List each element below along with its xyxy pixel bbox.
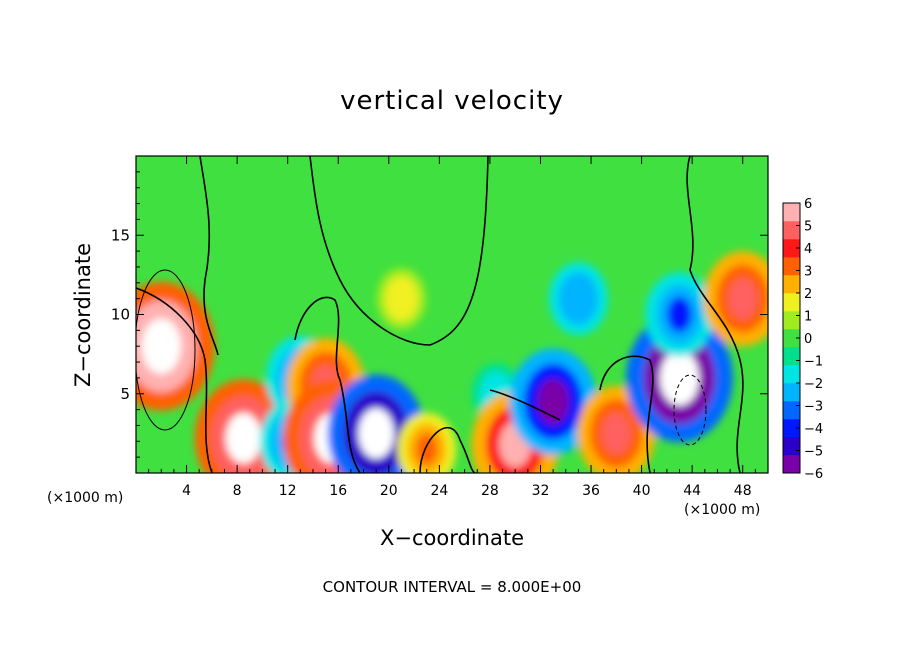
zero-contour-left-top (199, 156, 219, 356)
zero-contour-mid (294, 296, 361, 473)
colorbar-swatch (783, 347, 800, 366)
zero-contour-right2 (599, 355, 654, 473)
colorbar-swatch (783, 203, 800, 222)
velocity-blob-core (728, 278, 758, 320)
zero-contour-center (309, 156, 489, 346)
colorbar-tick-label: −5 (804, 445, 823, 460)
velocity-blob-core (358, 408, 394, 459)
x-tick-label: 32 (532, 483, 550, 499)
colorbar-tick-label: 5 (804, 220, 812, 235)
y-axis-title: Z−coordinate (71, 243, 95, 387)
x-tick-label: 28 (481, 483, 499, 499)
contour-lines (136, 156, 744, 473)
y-tick-label: 15 (111, 226, 130, 244)
velocity-blob-core (392, 285, 411, 312)
colorbar-tick-label: −3 (804, 400, 823, 415)
colorbar-swatch (783, 221, 800, 240)
velocity-blob-core (567, 283, 590, 315)
y-tick-marks (136, 171, 768, 458)
x-tick-label: 36 (582, 483, 600, 499)
x-axis-title: X−coordinate (380, 526, 524, 550)
x-tick-label: 20 (380, 483, 398, 499)
colorbar-labels: 6 5 4 3 2 1 0 −1 −2 −3 −4 −5 −6 (804, 197, 823, 482)
colorbar-tick-label: −2 (804, 377, 823, 392)
y-tick-labels: 5 10 15 (111, 226, 130, 403)
zero-contour-right3 (489, 389, 561, 421)
plot-field (136, 156, 768, 473)
x-tick-label: 8 (233, 483, 242, 499)
colorbar-tick-label: 6 (804, 197, 812, 212)
colorbar-swatch (783, 419, 800, 438)
colorbar-tick-label: −4 (804, 422, 823, 437)
colorbar-swatch (783, 383, 800, 402)
x-tick-labels: 4 8 12 16 20 24 28 32 36 40 44 48 (182, 483, 752, 499)
colorbar-tick-label: 3 (804, 265, 812, 280)
colorbar-tick-label: 4 (804, 242, 812, 257)
y-tick-label: 5 (120, 385, 130, 403)
colorbar-swatch (783, 239, 800, 258)
velocity-blobs (136, 251, 768, 473)
x-tick-label: 48 (734, 483, 752, 499)
chart-title: vertical velocity (340, 86, 564, 116)
x-tick-label: 40 (633, 483, 651, 499)
colorbar-tick-label: −1 (804, 355, 823, 370)
x-unit-label-left: (×1000 m) (47, 490, 124, 506)
colorbar-tick-label: 1 (804, 310, 812, 325)
colorbar-swatch (783, 293, 800, 312)
colorbar (782, 202, 801, 474)
thin-contour-updraft (136, 269, 196, 431)
x-tick-label: 24 (430, 483, 448, 499)
colorbar-swatch (783, 455, 800, 474)
colorbar-swatch (783, 401, 800, 420)
colorbar-swatch (783, 275, 800, 294)
y-tick-label: 10 (111, 306, 130, 324)
colorbar-tick-label: −6 (804, 467, 823, 482)
x-tick-marks (148, 156, 756, 473)
colorbar-swatch (783, 311, 800, 330)
velocity-blob-core (666, 296, 693, 333)
velocity-blob-core (537, 378, 570, 425)
colorbar-swatch (783, 437, 800, 456)
zero-contour-right (686, 156, 744, 473)
x-tick-label: 4 (182, 483, 191, 499)
colorbar-swatch (783, 257, 800, 276)
x-tick-label: 16 (329, 483, 347, 499)
colorbar-tick-label: 2 (804, 287, 812, 302)
zero-contour-mid2 (419, 426, 476, 473)
x-unit-label-right: (×1000 m) (684, 502, 761, 518)
x-tick-label: 44 (683, 483, 701, 499)
velocity-blob-core (415, 433, 438, 465)
colorbar-swatch (783, 329, 800, 348)
x-tick-label: 12 (279, 483, 297, 499)
velocity-blob-core (659, 350, 700, 406)
colorbar-swatch (783, 365, 800, 384)
contour-interval-note: CONTOUR INTERVAL = 8.000E+00 (322, 578, 582, 596)
zero-contour-left (136, 287, 213, 473)
colorbar-tick-label: 0 (804, 332, 812, 347)
dashed-contour-downdraft (673, 374, 707, 446)
velocity-blob-core (225, 412, 262, 464)
velocity-blob-core (141, 318, 181, 374)
velocity-blob-core (602, 412, 631, 454)
